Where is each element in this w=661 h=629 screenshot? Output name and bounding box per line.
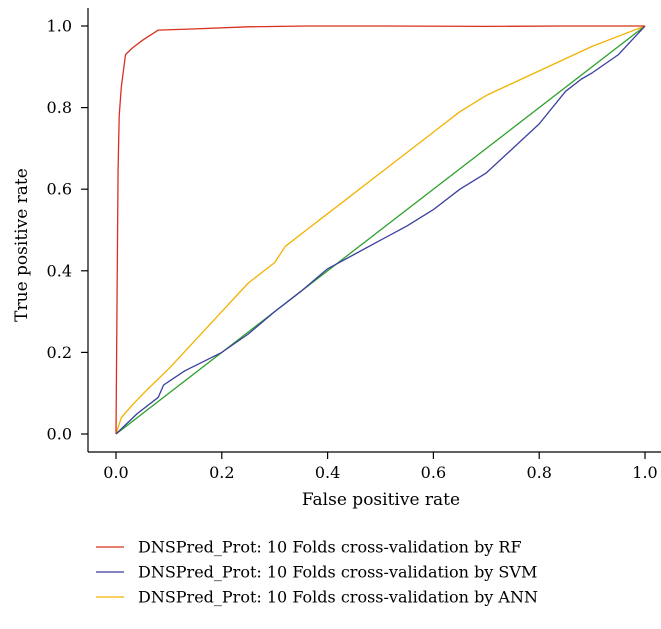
legend-label-2: DNSPred_Prot: 10 Folds cross-validation …: [138, 588, 538, 607]
x-axis-title: False positive rate: [302, 490, 460, 510]
legend-label-1: DNSPred_Prot: 10 Folds cross-validation …: [138, 563, 537, 582]
x-tick-label: 0.8: [526, 463, 551, 482]
y-tick-label: 1.0: [47, 17, 72, 36]
series-line-3: [115, 25, 646, 435]
x-tick-label: 0.2: [209, 463, 234, 482]
y-axis-title: True positive rate: [12, 168, 32, 322]
series-line-2: [115, 25, 646, 435]
x-tick-label: 0.6: [421, 463, 446, 482]
series-line-1: [115, 25, 646, 435]
y-tick-label: 0.6: [47, 180, 72, 199]
y-tick-label: 0.2: [47, 343, 72, 362]
x-tick-label: 0.0: [103, 463, 128, 482]
y-tick-label: 0.8: [47, 98, 72, 117]
y-tick-label: 0.4: [47, 261, 72, 280]
x-ticks: 0.0 0.2 0.4 0.6 0.8 1.0: [103, 452, 658, 482]
x-tick-label: 1.0: [632, 463, 657, 482]
y-tick-label: 0.0: [47, 425, 72, 444]
y-ticks: 0.0 0.2 0.4 0.6 0.8 1.0: [47, 17, 88, 444]
plot-area: [115, 25, 646, 435]
legend: DNSPred_Prot: 10 Folds cross-validation …: [96, 538, 538, 607]
series-line-0: [115, 25, 645, 435]
x-tick-label: 0.4: [315, 463, 340, 482]
legend-label-0: DNSPred_Prot: 10 Folds cross-validation …: [138, 538, 522, 557]
axes: [87, 8, 661, 453]
